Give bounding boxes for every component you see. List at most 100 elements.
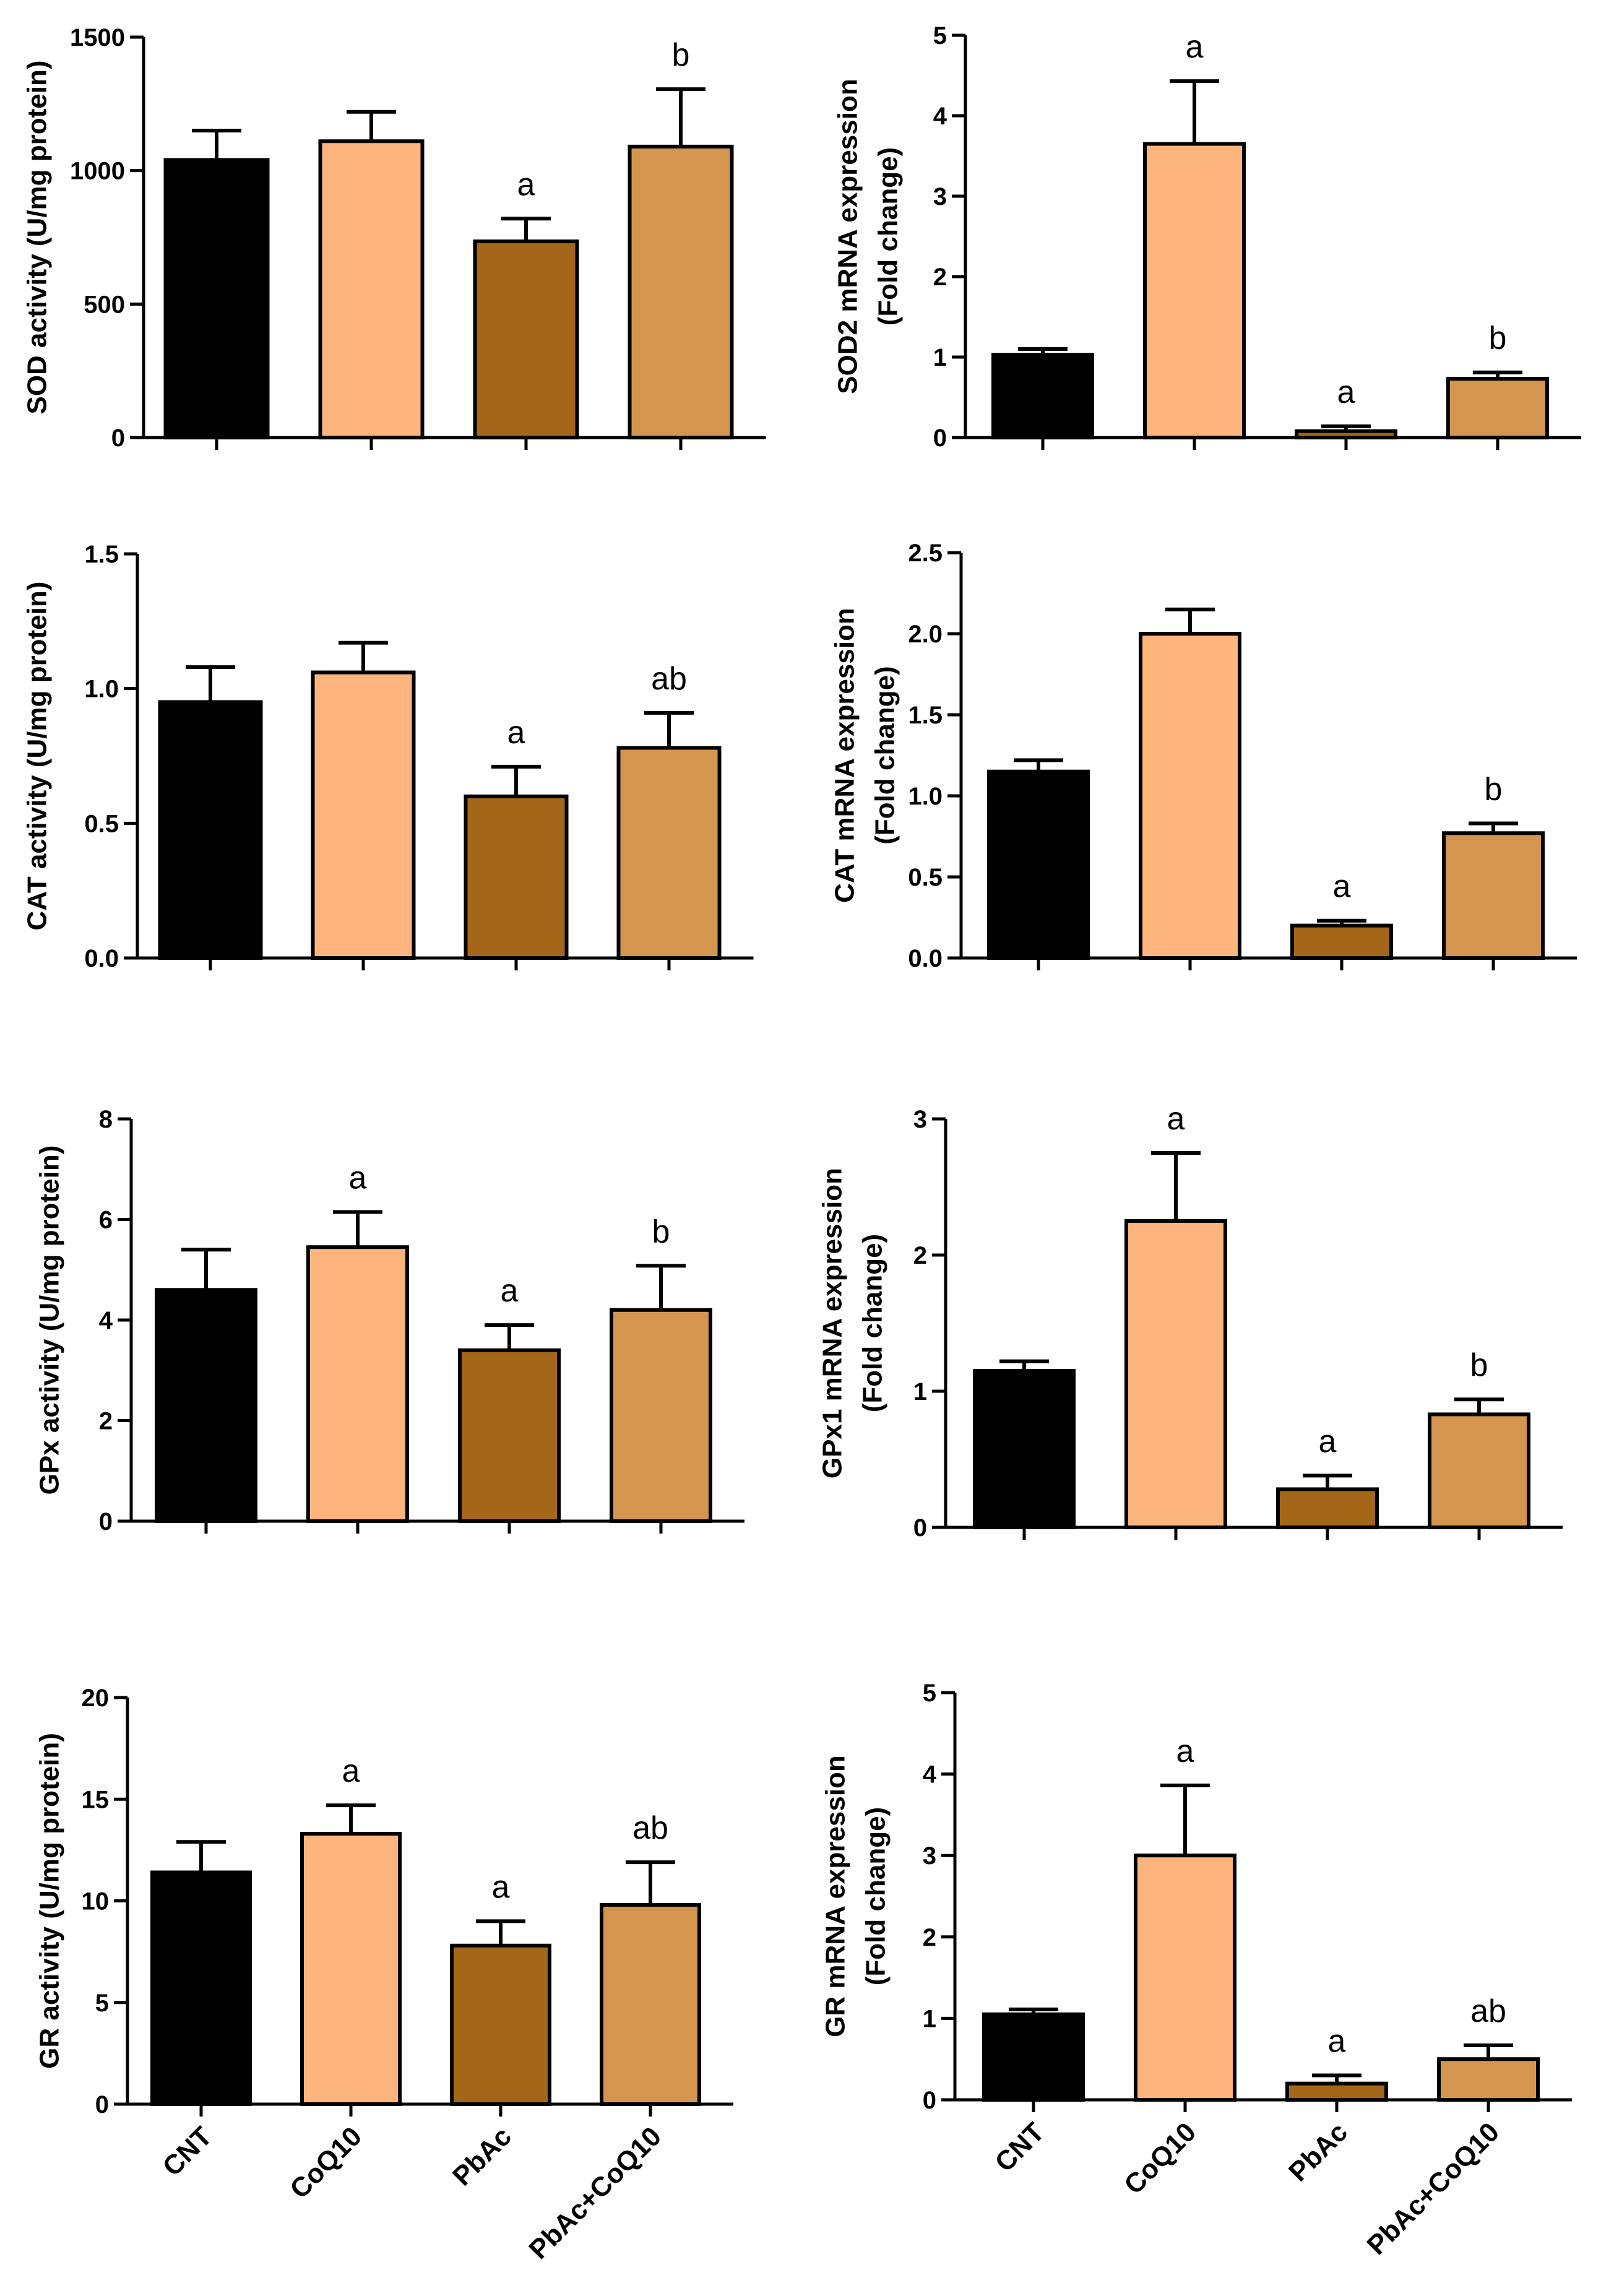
y-axis-title: (Fold change)	[870, 666, 900, 844]
significance-label-pbac-plus-coq10: b	[672, 37, 690, 73]
y-axis-title: (Fold change)	[858, 1234, 888, 1412]
y-axis-title: SOD activity (U/mg protein)	[22, 60, 53, 414]
y-tick-label: 0.0	[908, 945, 943, 972]
y-tick-label: 3	[923, 1842, 936, 1870]
y-tick-label: 8	[99, 1106, 113, 1133]
significance-label-pbac-plus-coq10: b	[652, 1214, 670, 1249]
significance-label-pbac-plus-coq10: b	[1485, 772, 1503, 808]
bar-coq10	[311, 670, 416, 960]
y-tick-label: 2.5	[908, 540, 943, 567]
y-tick-label: 1.5	[908, 702, 943, 729]
bar-pbac-plus-coq10	[1442, 831, 1545, 960]
bar-pbac-plus-coq10	[1437, 2057, 1540, 2102]
y-axis-title: GR activity (U/mg protein)	[35, 1733, 65, 2069]
bar-coq10	[300, 1832, 402, 2106]
y-tick-label: 0.0	[84, 945, 119, 972]
bar-pbac	[1295, 429, 1397, 439]
bar-cnt	[982, 2012, 1085, 2102]
significance-label-pbac-plus-coq10: ab	[632, 1810, 668, 1846]
significance-label-pbac-plus-coq10: b	[1470, 1347, 1488, 1383]
significance-label-pbac: a	[1328, 2024, 1346, 2060]
y-tick-label: 1.0	[84, 676, 119, 703]
y-tick-label: 10	[82, 1888, 110, 1915]
significance-label-pbac: a	[1333, 869, 1351, 905]
bar-cnt	[163, 158, 270, 439]
y-axis-title: GPx activity (U/mg protein)	[35, 1146, 65, 1495]
bar-cnt	[973, 1369, 1076, 1529]
y-tick-label: 4	[923, 1761, 937, 1789]
significance-label-coq10: a	[1167, 1101, 1185, 1137]
bar-cnt	[991, 353, 1094, 439]
y-tick-label: 3	[913, 1106, 927, 1133]
y-axis-title: GR mRNA expression	[821, 1755, 851, 2037]
bar-pbac	[458, 1348, 561, 1523]
y-tick-label: 2	[913, 1242, 927, 1269]
panel-3: 0.0 0.5 1.0 1.5 CAT activity (U/mg protein) a…	[22, 541, 754, 972]
significance-label-coq10: a	[342, 1753, 360, 1789]
y-axis-title: GPx1 mRNA expression	[818, 1168, 848, 1478]
y-axis-title: CAT activity (U/mg protein)	[22, 582, 53, 931]
significance-label-pbac: a	[501, 1273, 519, 1309]
panel-6: 0 1 2 3 GPx1 mRNA expression (Fold change) a a b	[818, 1101, 1563, 1542]
significance-label-pbac: a	[492, 1869, 510, 1905]
significance-label-coq10: a	[1186, 29, 1204, 65]
bar-pbac-plus-coq10	[616, 746, 722, 960]
bar-coq10	[1134, 1854, 1236, 2102]
significance-label-pbac-plus-coq10: ab	[651, 661, 687, 697]
y-tick-label: 1500	[70, 24, 125, 51]
panel-2: 0 1 2 3 4 5 SOD2 mRNA expression (Fold change) a…	[833, 22, 1581, 452]
y-tick-label: 20	[82, 1685, 110, 1712]
y-tick-label: 5	[95, 1990, 109, 2017]
y-axis-title: (Fold change)	[873, 147, 904, 326]
bar-pbac	[1290, 923, 1393, 960]
bar-pbac	[1285, 2081, 1388, 2102]
panel-5: 0 2 4 6 8 GPx activity (U/mg protein) a a b	[35, 1106, 744, 1535]
y-tick-label: 5	[933, 22, 947, 50]
significance-label-coq10: a	[349, 1160, 367, 1196]
y-tick-label: 3	[933, 183, 947, 210]
y-tick-label: 1.5	[84, 541, 119, 568]
y-tick-label: 0	[913, 1514, 927, 1542]
bar-pbac-plus-coq10	[610, 1308, 712, 1523]
y-tick-label: 1	[933, 344, 947, 371]
y-tick-label: 0	[111, 425, 125, 452]
bar-pbac-plus-coq10	[628, 144, 734, 439]
bar-pbac	[473, 239, 579, 439]
significance-label-coq10: a	[1176, 1733, 1194, 1769]
y-axis-title: (Fold change)	[861, 1807, 891, 1985]
y-tick-label: 0	[99, 1508, 113, 1535]
y-tick-label: 0	[95, 2091, 109, 2118]
y-tick-label: 4	[933, 103, 947, 130]
panel-4: 0.0 0.5 1.0 1.5 2.0 2.5 CAT mRNA expression (Fo…	[830, 540, 1577, 972]
y-tick-label: 2	[99, 1408, 113, 1435]
bar-pbac-plus-coq10	[1428, 1412, 1530, 1529]
y-tick-label: 1	[923, 2005, 936, 2032]
y-tick-label: 1.0	[908, 783, 943, 810]
y-tick-label: 2.0	[908, 621, 943, 648]
bar-coq10	[318, 139, 425, 439]
bar-cnt	[987, 769, 1090, 960]
bar-pbac-plus-coq10	[600, 1903, 701, 2107]
y-tick-label: 4	[99, 1307, 113, 1334]
y-tick-label: 0.5	[84, 810, 119, 837]
y-axis-title: CAT mRNA expression	[830, 608, 860, 903]
bar-pbac	[464, 794, 569, 960]
significance-label-pbac-plus-coq10: ab	[1470, 1993, 1506, 2029]
y-tick-label: 1000	[70, 158, 125, 185]
bar-coq10	[306, 1245, 409, 1523]
significance-label-pbac: a	[1337, 374, 1355, 410]
significance-label-pbac-plus-coq10: b	[1489, 321, 1507, 356]
significance-label-pbac: a	[1319, 1423, 1337, 1459]
y-tick-label: 500	[84, 291, 125, 318]
bar-coq10	[1124, 1219, 1227, 1529]
bar-cnt	[155, 1288, 257, 1523]
bar-pbac	[1276, 1487, 1379, 1529]
y-tick-label: 2	[923, 1924, 936, 1951]
panel-1: 0 500 1000 1500 SOD activity (U/mg protein) a…	[22, 24, 766, 452]
y-axis-title: SOD2 mRNA expression	[833, 79, 863, 394]
significance-label-pbac: a	[517, 166, 535, 202]
significance-label-pbac: a	[507, 715, 525, 751]
y-tick-label: 1	[913, 1378, 927, 1405]
y-tick-label: 15	[82, 1786, 110, 1813]
